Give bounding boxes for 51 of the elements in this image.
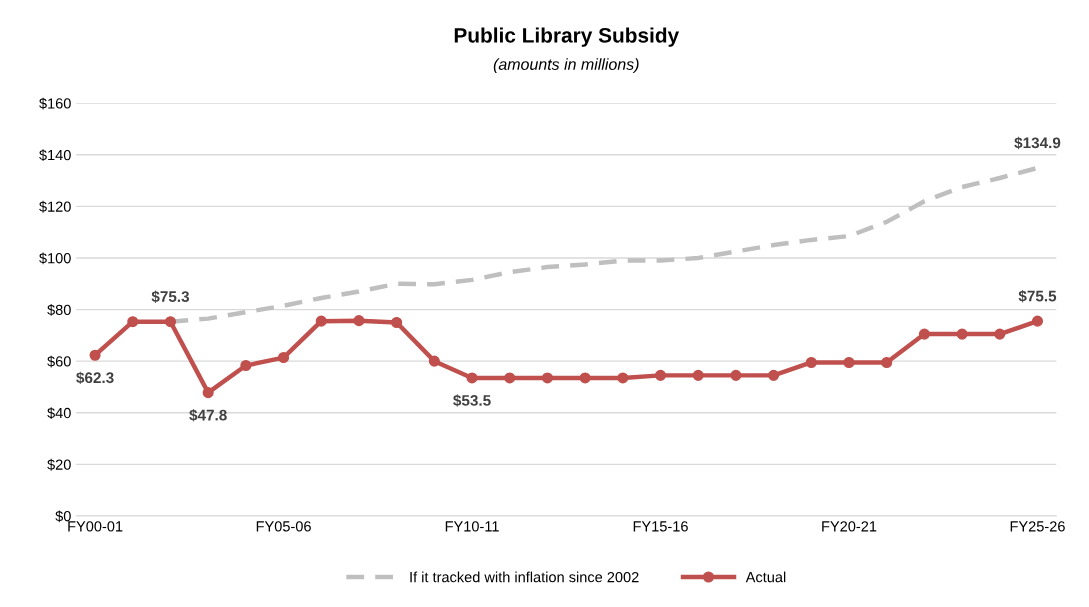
point [654,369,667,381]
point [956,328,968,340]
point [466,372,478,384]
point [805,356,817,369]
point [391,316,403,329]
x-tick-label: FY00-01 [68,521,123,532]
x-tick-label: FY25-26 [1010,521,1065,532]
y-tick-label: $140 [39,149,71,162]
point [202,387,214,399]
y-tick-label: $0 [55,510,71,523]
point [617,372,629,384]
point [1031,315,1044,327]
data-label: $53.5 [453,394,491,407]
data-label: $75.3 [151,290,190,303]
point [768,369,780,381]
y-tick-label: $40 [47,407,71,420]
data-label: $134.9 [1014,136,1061,150]
y-tick-label: $80 [47,304,71,316]
x-tick-label: FY05-06 [256,521,311,532]
point [278,351,290,364]
point [692,369,704,381]
point [918,328,930,340]
chart-title: Public Library Subsidy [454,27,680,47]
point [353,315,365,327]
legend-label: Actual [745,571,786,583]
data-label: $62.3 [76,371,114,385]
point [127,316,139,328]
y-tick-label: $20 [47,458,71,471]
x-tick-label: FY15-16 [633,521,688,532]
point [579,372,591,384]
legend-label: If it tracked with inflation since 2002 [410,571,639,583]
point [315,315,327,327]
point [504,372,516,384]
point [994,328,1006,340]
x-tick-label: FY10-11 [445,521,499,532]
y-tick-label: $100 [39,252,71,265]
point [881,356,893,369]
point [428,355,440,367]
data-label: $47.8 [189,409,227,422]
point [843,356,855,369]
chart-subtitle: (amounts in millions) [493,58,639,74]
point [541,372,553,384]
point [164,316,177,328]
y-tick-label: $60 [47,355,71,368]
point [89,349,101,361]
point [240,359,252,372]
y-tick-label: $120 [39,200,71,213]
data-label: $75.5 [1018,290,1057,303]
y-tick-label: $160 [39,97,71,110]
x-tick-label: FY20-21 [822,521,877,532]
point [730,369,742,381]
